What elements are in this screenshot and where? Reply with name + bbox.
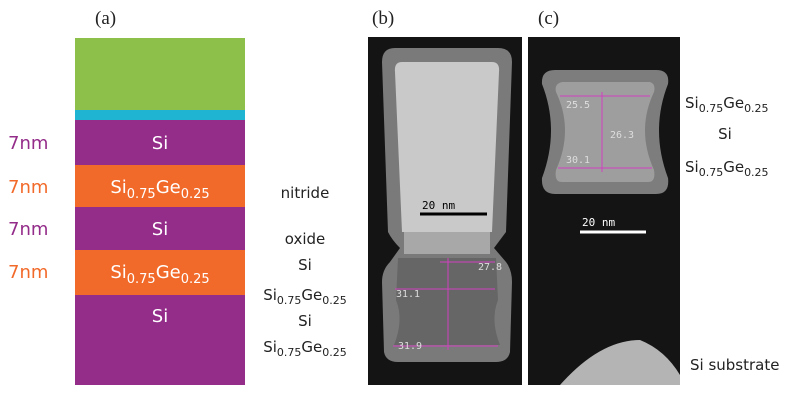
panel-label: (b) (372, 8, 394, 29)
legend-label: nitride (281, 184, 330, 202)
legend-label: Si0.75Ge0.25 (685, 158, 769, 179)
scale-bar-label: 20 nm (422, 199, 455, 212)
layer-label: Si (152, 219, 168, 240)
scale-bar-label: 20 nm (582, 216, 615, 229)
legend-label: Si0.75Ge0.25 (685, 94, 769, 115)
figure: (a) Si Si0.75Ge0.25 Si Si0.75Ge0.25 Si 7… (0, 0, 796, 400)
legend-label: Si (298, 312, 312, 330)
legend-label: oxide (285, 230, 326, 248)
legend-label: Si substrate (690, 356, 779, 374)
legend-label: Si0.75Ge0.25 (263, 338, 347, 359)
legend-label: Si (718, 125, 732, 143)
oxide-layer (75, 110, 245, 120)
measurement: 31.1 (396, 289, 420, 300)
measurement: 25.5 (566, 100, 590, 111)
layer-label: Si (152, 306, 168, 327)
measurement: 31.9 (398, 341, 422, 352)
measurement: 27.8 (478, 262, 502, 273)
tem-image (528, 37, 680, 385)
thickness-label: 7nm (8, 262, 48, 283)
measurement: 26.3 (610, 130, 634, 141)
thickness-label: 7nm (8, 133, 48, 154)
legend-label: Si (298, 256, 312, 274)
thickness-label: 7nm (8, 177, 48, 198)
legend-label: Si0.75Ge0.25 (263, 286, 347, 307)
nitride-layer (75, 38, 245, 110)
layer-label: Si (152, 133, 168, 154)
thickness-label: 7nm (8, 219, 48, 240)
measurement: 30.1 (566, 155, 590, 166)
panel-label: (c) (538, 8, 559, 29)
panel-label: (a) (95, 8, 116, 29)
